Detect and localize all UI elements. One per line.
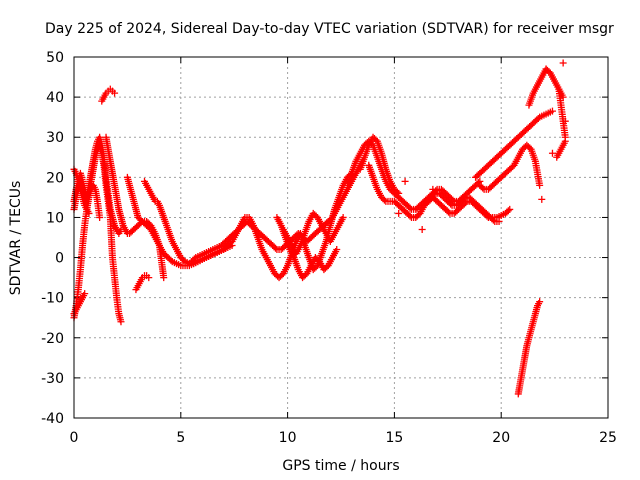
points-layer (70, 59, 569, 398)
series-s20 (476, 141, 544, 193)
data-point (160, 274, 168, 282)
series-s19 (472, 107, 556, 181)
series-s11 (132, 272, 153, 294)
x-tick-label: 15 (385, 430, 403, 446)
plot-frame (73, 56, 609, 419)
data-point (506, 205, 514, 213)
x-tick-label: 0 (70, 430, 79, 446)
data-point (462, 199, 470, 207)
data-point (445, 208, 453, 216)
x-tick-label: 20 (492, 430, 510, 446)
data-point (534, 115, 542, 123)
y-tick-label: -40 (41, 411, 64, 427)
data-point (167, 256, 175, 264)
data-point (430, 191, 438, 199)
data-point (447, 200, 455, 208)
series-s25 (553, 137, 569, 161)
data-point (180, 256, 188, 264)
series-s15 (279, 209, 347, 258)
data-point (406, 204, 414, 212)
y-tick-label: 50 (46, 50, 64, 66)
data-point (536, 298, 544, 306)
x-tick-label: 5 (176, 430, 185, 446)
data-point (190, 255, 198, 263)
x-axis-title: GPS time / hours (282, 458, 399, 474)
series-s21 (422, 189, 503, 225)
data-point (85, 209, 93, 217)
series-s5 (70, 165, 93, 217)
x-tick-label: 10 (279, 430, 297, 446)
data-point (393, 188, 401, 196)
series-s10 (126, 217, 168, 282)
data-point (271, 244, 279, 252)
data-point (561, 137, 569, 145)
series-s13 (220, 169, 356, 282)
data-point (479, 184, 487, 192)
data-point (401, 177, 409, 185)
data-point (536, 181, 544, 189)
series-s6 (98, 85, 119, 105)
series-s7 (102, 133, 131, 237)
data-point (459, 195, 467, 203)
data-point (418, 225, 426, 233)
y-tick-label: 0 (55, 251, 64, 267)
data-point (548, 107, 556, 115)
data-point (96, 213, 104, 221)
data-point (380, 196, 388, 204)
y-tick-label: 40 (46, 90, 64, 106)
data-point (538, 195, 546, 203)
data-point (495, 217, 503, 225)
data-point (395, 209, 403, 217)
data-point (333, 246, 341, 254)
data-point (137, 219, 145, 227)
data-point (406, 212, 414, 220)
y-tick-label: 30 (46, 130, 64, 146)
chart-title: Day 225 of 2024, Sidereal Day-to-day VTE… (45, 21, 614, 37)
data-point (111, 89, 119, 97)
y-tick-label: -30 (41, 371, 64, 387)
data-point (489, 216, 497, 224)
series-s24 (555, 85, 569, 141)
y-axis-title: SDTVAR / TECUs (8, 181, 24, 296)
series-s17 (356, 133, 403, 197)
data-point (117, 318, 125, 326)
y-tick-label: 20 (46, 170, 64, 186)
series-s18 (365, 161, 514, 221)
data-point (504, 207, 512, 215)
data-point (81, 290, 89, 298)
data-point (395, 189, 403, 197)
tick-layer: 0 5 10 15 20 25 -40 -30 -20 -10 0 10 20 30 40 50 (41, 50, 617, 446)
data-point (559, 59, 567, 67)
series-s9 (140, 177, 236, 268)
data-point (542, 65, 550, 73)
data-point (548, 149, 556, 157)
data-point (339, 213, 347, 221)
y-tick-label: 10 (46, 210, 64, 226)
data-point (449, 196, 457, 204)
y-tick-label: -20 (41, 331, 64, 347)
data-point (561, 117, 569, 125)
data-point (145, 274, 153, 282)
x-tick-label: 25 (599, 430, 617, 446)
data-point (429, 185, 437, 193)
y-tick-label: -10 (41, 291, 64, 307)
series-s26 (395, 59, 569, 233)
series-s22 (514, 298, 544, 398)
